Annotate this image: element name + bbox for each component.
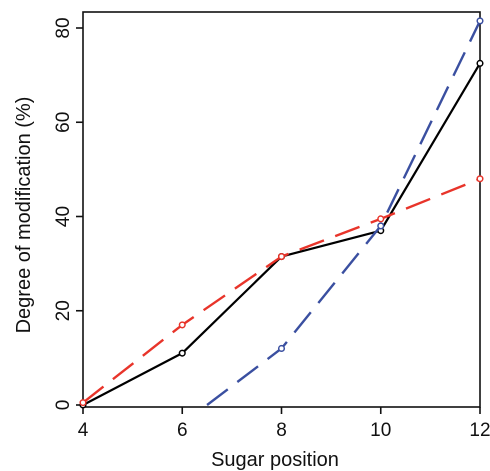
y-tick-label: 80 bbox=[53, 17, 74, 38]
x-tick-label: 12 bbox=[469, 420, 490, 441]
series-3-point bbox=[377, 222, 385, 230]
y-axis-label: Degree of modification (%) bbox=[13, 97, 35, 334]
y-tick-label: 0 bbox=[53, 400, 74, 411]
series-2-point bbox=[476, 175, 484, 183]
x-tick-label: 10 bbox=[370, 420, 391, 441]
series-3-point bbox=[277, 344, 286, 353]
y-tick-label: 60 bbox=[53, 112, 74, 133]
x-tick-label: 6 bbox=[177, 420, 188, 441]
x-axis-label: Sugar position bbox=[211, 449, 339, 471]
x-tick-label: 4 bbox=[78, 420, 89, 441]
series-2-point bbox=[178, 321, 186, 329]
series-2-point bbox=[79, 399, 87, 407]
series-2-line bbox=[82, 177, 481, 404]
series-3-point bbox=[476, 17, 484, 25]
series-1-line bbox=[82, 62, 481, 406]
x-axis: 4 6 8 10 12 bbox=[78, 407, 490, 441]
series-2-point bbox=[377, 215, 385, 223]
y-tick-label: 40 bbox=[53, 206, 74, 227]
x-tick-label: 8 bbox=[276, 420, 287, 441]
series-3-line bbox=[206, 20, 482, 406]
y-axis: 0 20 40 60 80 bbox=[53, 17, 83, 410]
series-2-point bbox=[277, 253, 286, 261]
series-layer bbox=[79, 17, 484, 409]
series-1-point bbox=[476, 59, 484, 67]
y-tick-label: 20 bbox=[53, 300, 74, 321]
series-1-point bbox=[178, 349, 186, 357]
